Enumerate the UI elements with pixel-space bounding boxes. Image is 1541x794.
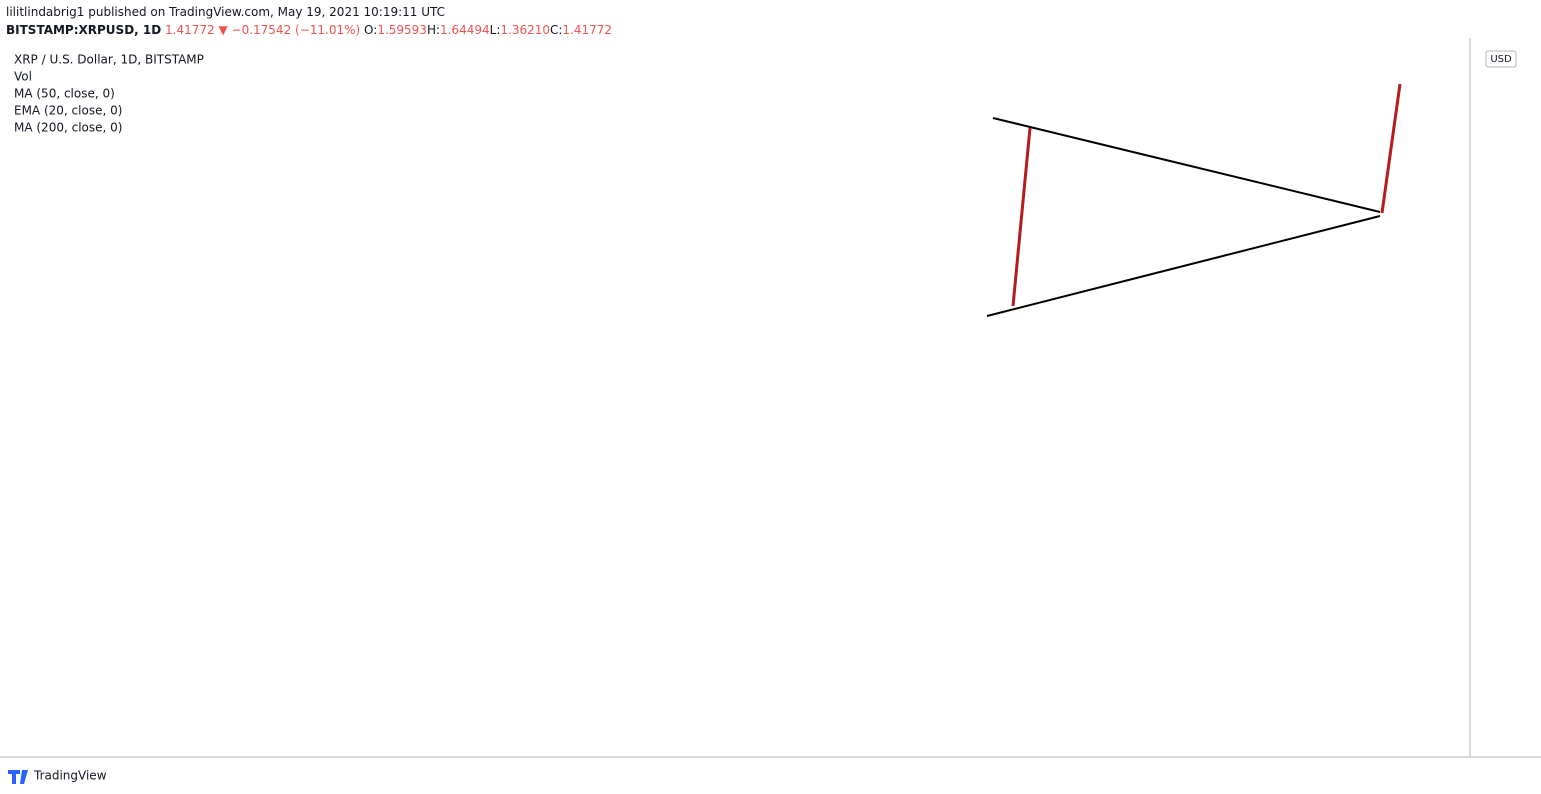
flagpole	[1011, 127, 1032, 307]
ohlc-value: 1.41772	[562, 23, 613, 37]
symbol: BITSTAMP:XRPUSD, 1D	[6, 23, 162, 37]
brand: TradingView	[8, 769, 107, 784]
legend-entry: Vol	[14, 70, 32, 84]
brand-logo	[8, 770, 28, 784]
ohlc-value: 1.64494	[440, 23, 490, 37]
ohlc-value: 1.59593	[377, 23, 427, 37]
drawings	[986, 83, 1402, 317]
header: lilitlindabrig1 published on TradingView…	[6, 3, 612, 39]
ohlc-value: 1.36210	[500, 23, 550, 37]
price: 1.41772	[165, 23, 215, 37]
projection	[1380, 83, 1402, 214]
legend-entry: MA (50, close, 0)	[14, 87, 115, 101]
change: ▼ −0.17542 (−11.01%)	[218, 23, 361, 37]
ohlc-key: C:	[550, 23, 563, 37]
unit-label: USD	[1490, 54, 1512, 65]
legend-title: XRP / U.S. Dollar, 1D, BITSTAMP	[14, 53, 204, 67]
ohlc-key: H:	[426, 23, 441, 37]
published-line: lilitlindabrig1 published on TradingView…	[6, 5, 446, 19]
plot-area	[0, 40, 1470, 738]
legend-entry: MA (200, close, 0)	[14, 121, 122, 135]
ohlc: O:1.59593H:1.64494L:1.36210C:1.41772	[364, 23, 612, 37]
ohlc-key: O:	[364, 23, 378, 37]
quote-line: BITSTAMP:XRPUSD, 1D 1.41772 ▼ −0.17542 (…	[6, 21, 612, 39]
legend-entry: EMA (20, close, 0)	[14, 104, 122, 118]
legend: XRP / U.S. Dollar, 1D, BITSTAMP Vol MA (…	[14, 53, 204, 135]
triangle-upper	[992, 117, 1381, 213]
triangle-lower	[986, 215, 1381, 317]
brand-name: TradingView	[33, 769, 107, 783]
ohlc-key: L:	[489, 23, 501, 37]
unit-box	[1485, 50, 1517, 68]
